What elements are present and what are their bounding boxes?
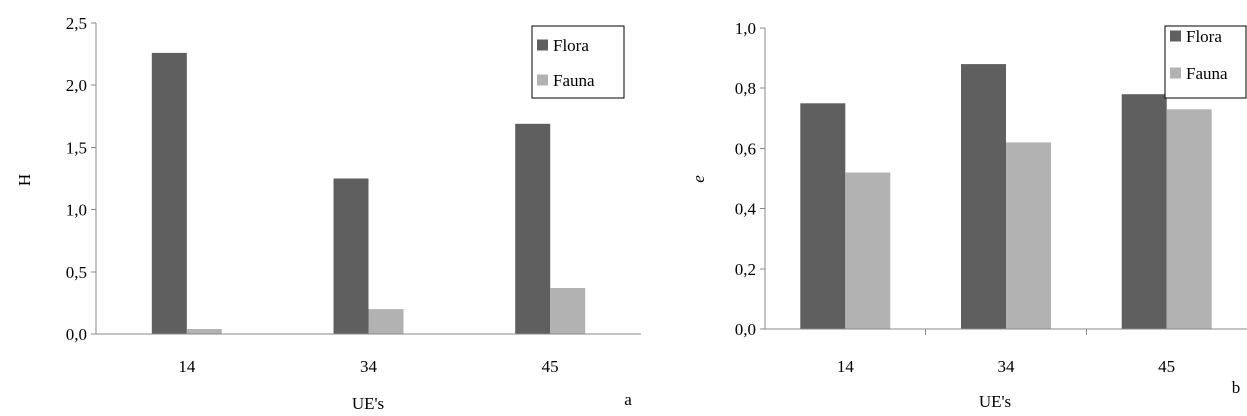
- legend-box: [531, 25, 625, 99]
- legend-box: [1164, 25, 1247, 99]
- bar-flora-34: [333, 178, 369, 334]
- y-tick-label: 0,6: [735, 139, 756, 158]
- y-tick-label: 2,5: [66, 14, 87, 33]
- bar-flora-45: [1121, 94, 1167, 329]
- y-tick-label: 0,2: [735, 260, 756, 279]
- bar-flora-14: [800, 103, 846, 330]
- x-tick-label: 45: [542, 357, 559, 376]
- panel-label: b: [1232, 378, 1241, 397]
- y-axis-title: H: [15, 174, 34, 186]
- bar-flora-14: [151, 52, 187, 335]
- legend-swatch-fauna: [1170, 67, 1181, 79]
- x-tick-label: 14: [178, 357, 196, 376]
- chart-panel-b: 0,0 0,2 0,4 0,6 0,8 1,0 14 34 45 e UE's b Flora Fauna: [689, 19, 1247, 411]
- y-tick-label: 1,0: [735, 19, 756, 38]
- x-tick-label: 34: [998, 357, 1016, 376]
- x-tick-label: 14: [837, 357, 855, 376]
- y-tick-label: 0,5: [66, 263, 87, 282]
- y-tick-label: 0,4: [735, 200, 757, 219]
- x-tick-label: 34: [360, 357, 378, 376]
- x-axis-title: UE's: [352, 394, 384, 413]
- legend-swatch-fauna: [537, 74, 548, 86]
- bar-flora-34: [961, 64, 1006, 329]
- y-axis-title: e: [689, 175, 708, 183]
- y-tick-label: 1,0: [66, 201, 87, 220]
- legend-label-fauna: Fauna: [553, 71, 595, 90]
- y-tick-label: 0,0: [735, 320, 756, 339]
- x-tick-label: 45: [1158, 357, 1175, 376]
- y-tick-label: 0,8: [735, 79, 756, 98]
- x-axis-title: UE's: [979, 392, 1011, 411]
- y-tick-label: 2,0: [66, 76, 87, 95]
- panel-label: a: [624, 390, 632, 409]
- legend-label-flora: Flora: [1186, 27, 1222, 46]
- legend-label-fauna: Fauna: [1186, 64, 1228, 83]
- bar-fauna-45: [550, 288, 586, 334]
- legend-label-flora: Flora: [553, 36, 589, 55]
- y-tick-label: 1,5: [66, 138, 87, 157]
- bar-fauna-14: [845, 172, 891, 329]
- legend-swatch-flora: [537, 39, 548, 51]
- bar-fauna-14: [186, 329, 222, 334]
- bar-fauna-34: [368, 309, 404, 334]
- bar-fauna-34: [1006, 142, 1051, 329]
- y-tick-label: 0,0: [66, 325, 87, 344]
- chart-panel-a: 0,0 0,5 1,0 1,5 2,0 2,5 14 34 45 H UE's a Flora Fauna: [15, 14, 641, 413]
- bar-fauna-45: [1166, 109, 1212, 329]
- bar-flora-45: [515, 123, 551, 334]
- legend-swatch-flora: [1170, 30, 1181, 42]
